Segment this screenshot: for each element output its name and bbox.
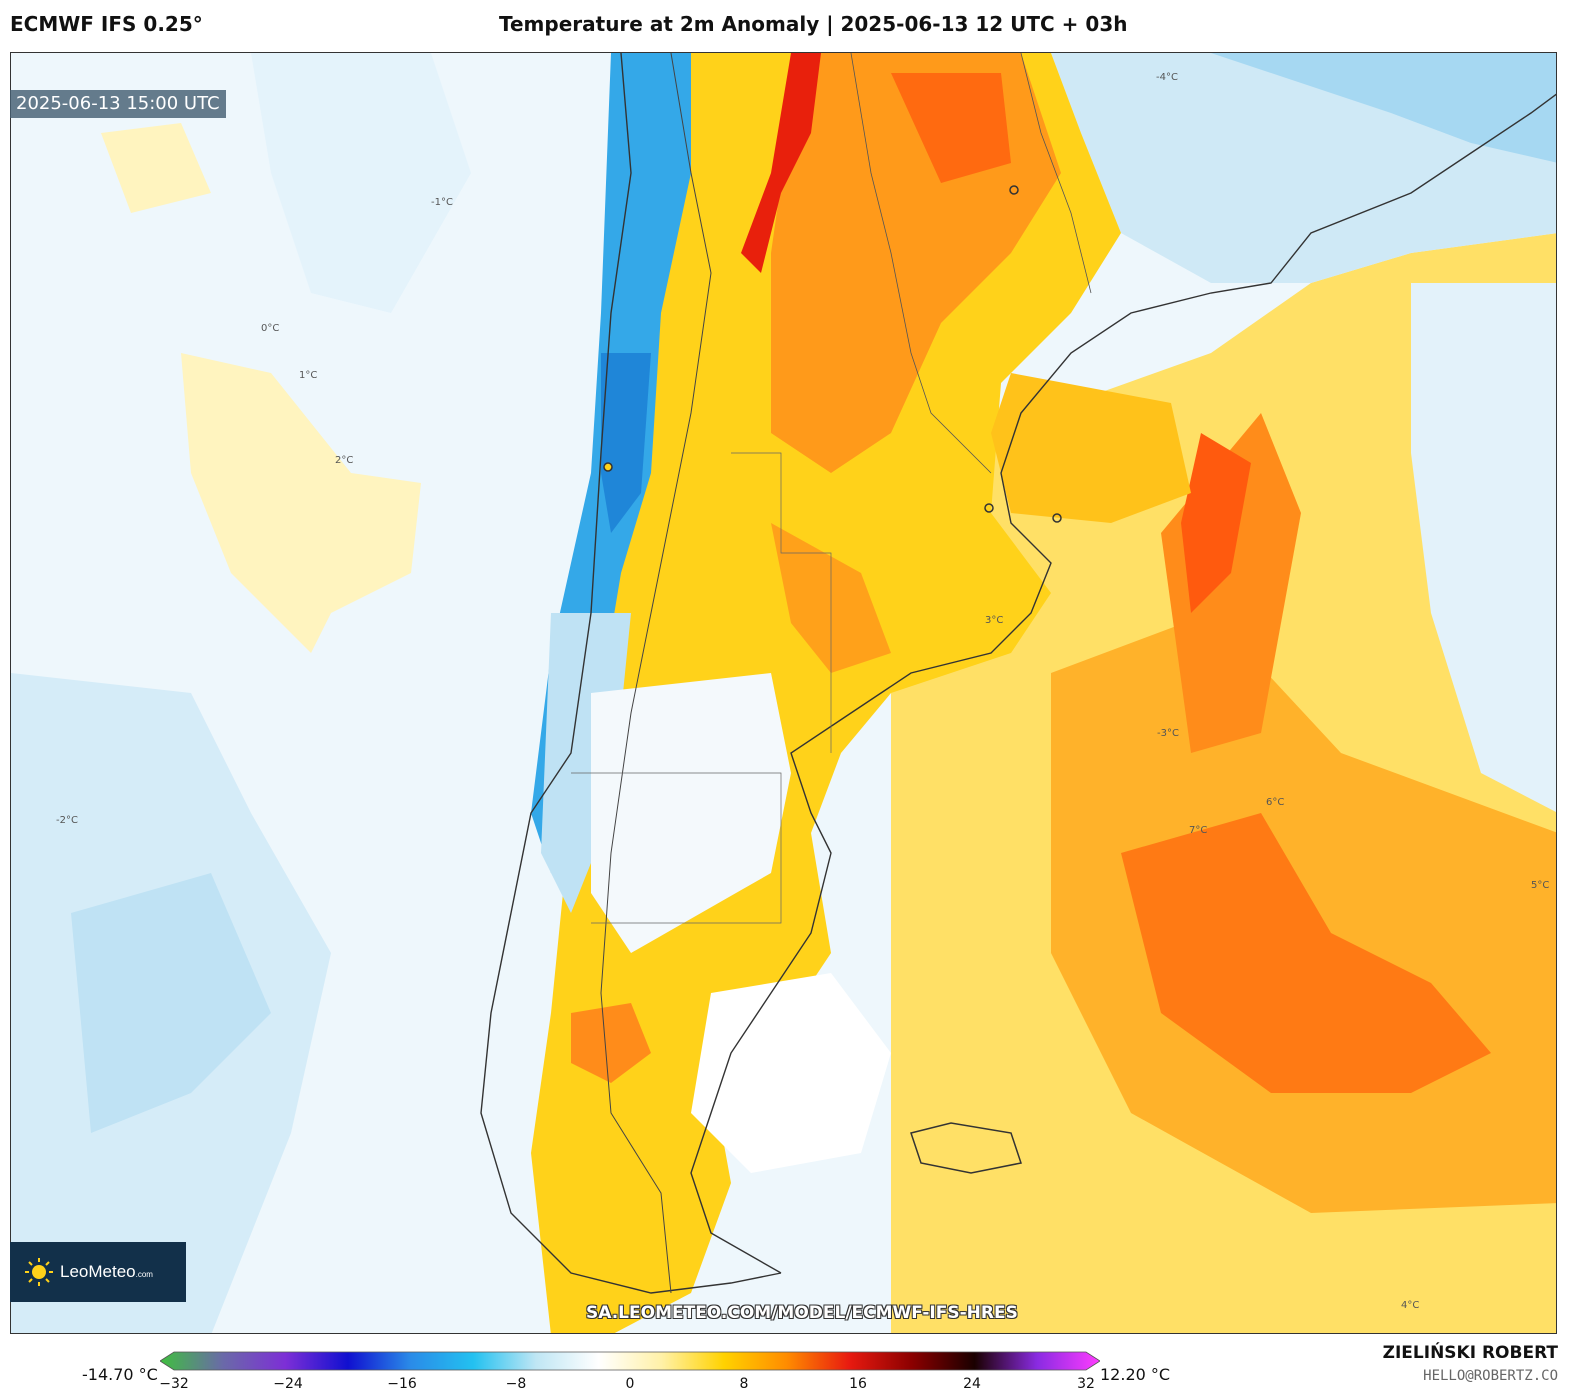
brazil-cold-patch bbox=[1211, 53, 1556, 163]
sun-icon bbox=[25, 1258, 53, 1286]
logo-name: LeoMeteo bbox=[60, 1262, 136, 1281]
south-andes-cool bbox=[541, 613, 631, 913]
patagonia-neutral bbox=[591, 673, 791, 953]
colorbar-tick: −32 bbox=[159, 1376, 189, 1392]
colorbar-max-label: 12.20 °C bbox=[1100, 1365, 1171, 1384]
atlantic-core bbox=[1181, 433, 1251, 613]
colorbar bbox=[160, 1351, 1100, 1371]
province-borders-south bbox=[571, 772, 782, 924]
contour-label: 4°C bbox=[1401, 1300, 1419, 1311]
source-url: SA.LEOMETEO.COM/MODEL/ECMWF-IFS-HRES bbox=[586, 1303, 1018, 1323]
colorbar-tick: 16 bbox=[849, 1376, 867, 1392]
city-marker-asuncion bbox=[1009, 185, 1019, 195]
author-credit: ZIELIŃSKI ROBERT bbox=[1382, 1343, 1558, 1363]
contour-label: -1°C bbox=[431, 197, 453, 208]
contour-label: -3°C bbox=[1157, 728, 1179, 739]
atlantic-east-cool bbox=[1411, 283, 1556, 812]
anomaly-map: 0°C 1°C -1°C 2°C -2°C 3°C -3°C 4°C -4°C … bbox=[11, 53, 1556, 1333]
southern-patagonia-hotspot bbox=[571, 1003, 651, 1083]
leometeo-logo[interactable]: LeoMeteo.com bbox=[10, 1242, 186, 1302]
colorbar-min-label: -14.70 °C bbox=[82, 1365, 158, 1384]
contour-label: -2°C bbox=[56, 815, 78, 826]
paraguay-brazil-border bbox=[1020, 53, 1092, 294]
map-panel[interactable]: 0°C 1°C -1°C 2°C -2°C 3°C -3°C 4°C -4°C … bbox=[10, 52, 1557, 1334]
colorbar-tick: 24 bbox=[963, 1376, 981, 1392]
pacific-warm-blob-north bbox=[101, 123, 211, 213]
chile-coastline bbox=[480, 53, 782, 1294]
map-title: Temperature at 2m Anomaly | 2025-06-13 1… bbox=[499, 12, 1128, 36]
pacific-cold-patch bbox=[71, 873, 271, 1133]
city-marker-santiago bbox=[603, 462, 613, 472]
falkland-islands bbox=[910, 1122, 1022, 1174]
contour-label: 2°C bbox=[335, 455, 353, 466]
uruguay-area bbox=[991, 373, 1191, 523]
argentina-paraguay-border bbox=[850, 53, 992, 474]
province-borders bbox=[731, 452, 832, 753]
contour-label: 1°C bbox=[299, 370, 317, 381]
chile-argentina-border bbox=[600, 53, 712, 1294]
colorbar-gradient bbox=[160, 1351, 1100, 1371]
contour-label: 7°C bbox=[1189, 825, 1207, 836]
contour-label: 0°C bbox=[261, 323, 279, 334]
city-marker-montevideo bbox=[1052, 513, 1062, 523]
contour-label: -4°C bbox=[1156, 72, 1178, 83]
colorbar-tick: 8 bbox=[739, 1376, 749, 1392]
andes-red-strip bbox=[741, 53, 821, 273]
colorbar-tick: 32 bbox=[1077, 1376, 1095, 1392]
atlantic-hotspot bbox=[1121, 813, 1491, 1093]
valid-time-badge: 2025-06-13 15:00 UTC bbox=[10, 90, 226, 118]
city-marker-buenos-aires bbox=[984, 503, 994, 513]
logo-suffix: .com bbox=[135, 1270, 153, 1279]
colorbar-tick: −8 bbox=[505, 1376, 527, 1392]
contour-label: 6°C bbox=[1266, 797, 1284, 808]
contour-label: 5°C bbox=[1531, 880, 1549, 891]
contour-label: 3°C bbox=[985, 615, 1003, 626]
author-email: HELLO@ROBERTZ.CO bbox=[1423, 1368, 1558, 1384]
pacific-north-patch bbox=[251, 53, 471, 313]
paraguay-hotspot bbox=[891, 73, 1011, 183]
patagonian-shelf-neutral bbox=[691, 973, 891, 1173]
colorbar-tick: −16 bbox=[387, 1376, 417, 1392]
colorbar-tick: −24 bbox=[273, 1376, 303, 1392]
andes-coldest bbox=[601, 353, 651, 533]
pacific-warm-blob bbox=[181, 353, 421, 653]
model-name: ECMWF IFS 0.25° bbox=[10, 12, 203, 36]
argentina-warm-area bbox=[531, 53, 1121, 1333]
atlantic-coastline bbox=[690, 93, 1556, 1274]
colorbar-tick: 0 bbox=[625, 1376, 635, 1392]
